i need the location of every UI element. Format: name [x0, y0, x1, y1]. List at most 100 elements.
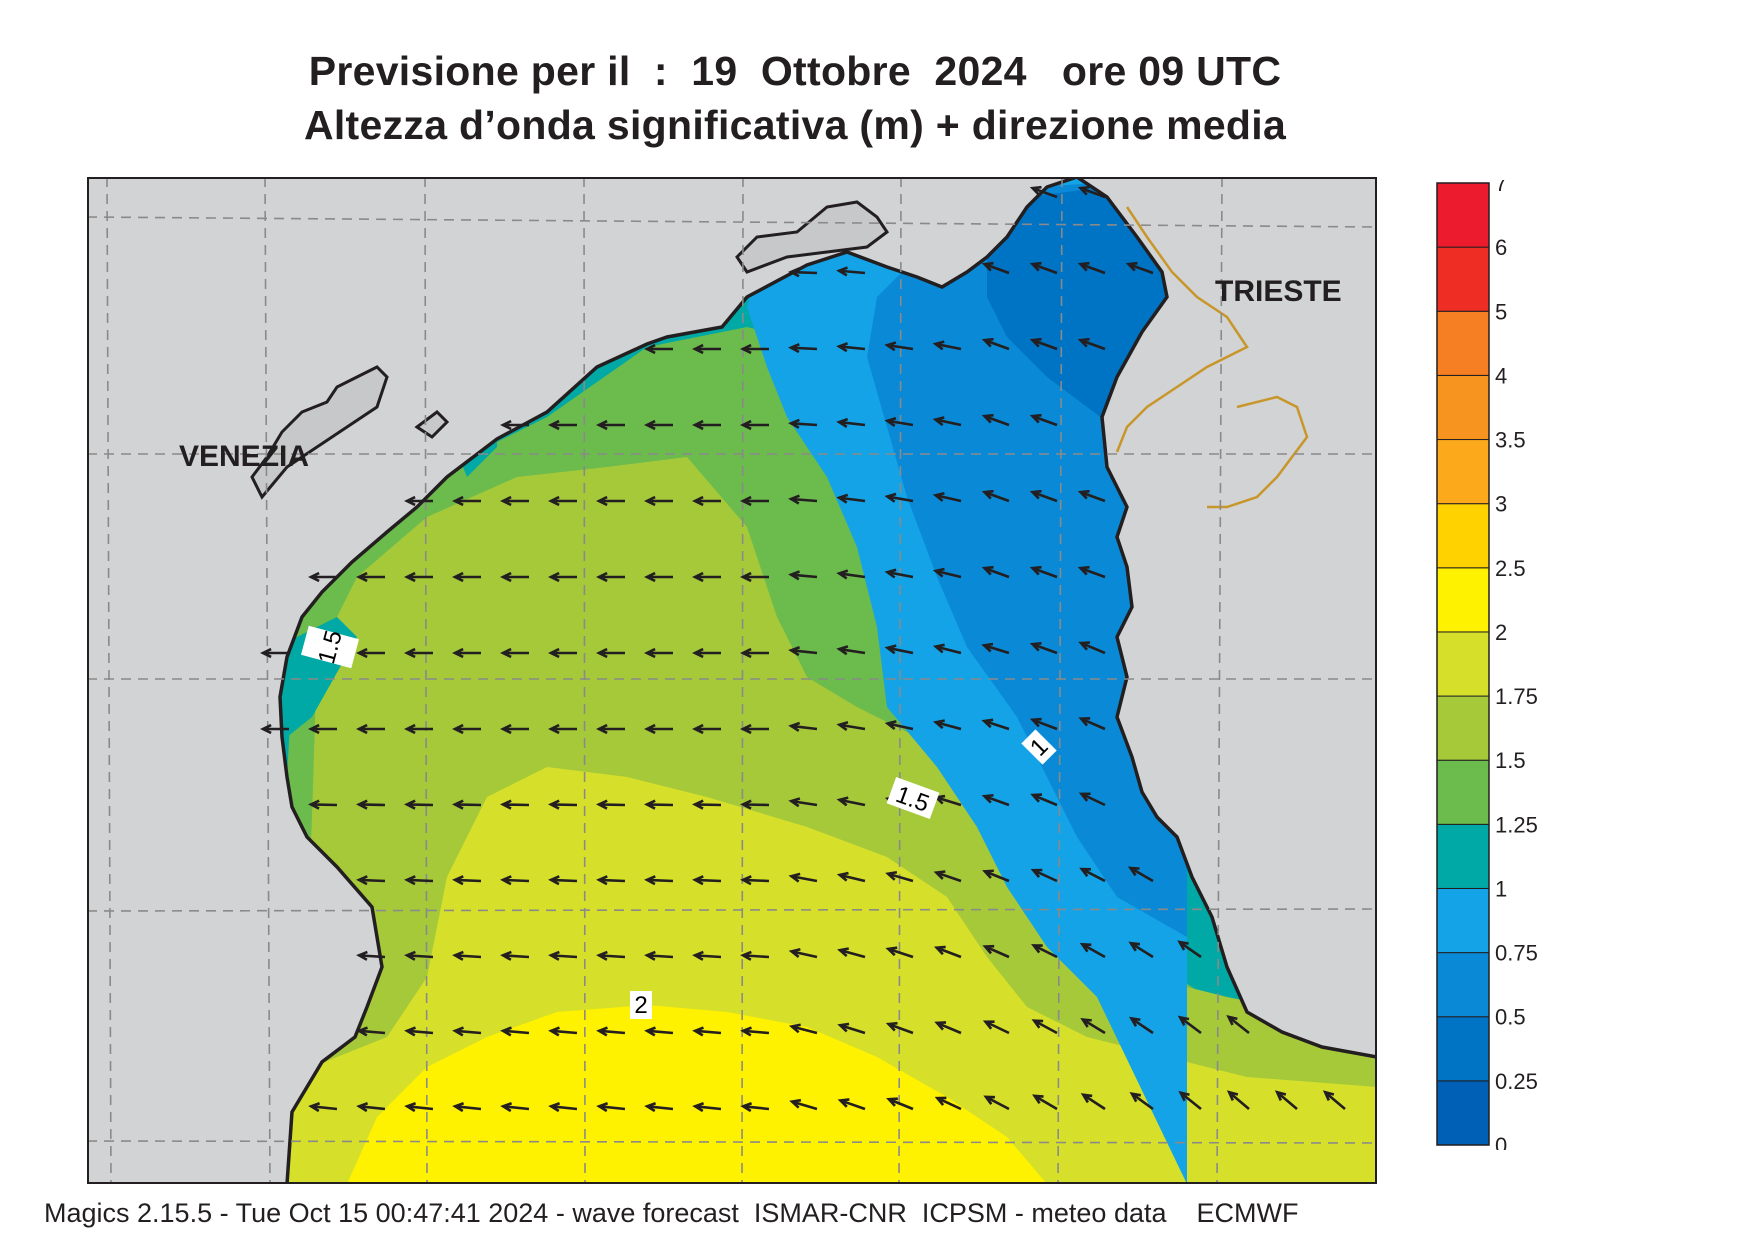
city-label-venezia: VENEZIA [179, 440, 309, 473]
wave-direction-arrow [836, 645, 866, 656]
wave-direction-arrow [548, 723, 577, 735]
wave-direction-arrow [404, 495, 433, 507]
wave-direction-arrow [452, 875, 482, 886]
legend-label: 2 [1495, 620, 1507, 645]
wave-direction-arrow [1078, 716, 1106, 731]
wave-direction-arrow [788, 418, 818, 429]
wave-direction-arrow [596, 799, 626, 810]
wave-direction-arrow [1128, 1016, 1154, 1035]
wave-direction-arrow [692, 647, 721, 659]
wave-direction-arrow [1029, 717, 1058, 731]
wave-direction-arrow [548, 495, 577, 507]
legend-label: 5 [1495, 299, 1507, 324]
wave-direction-arrow [884, 341, 914, 352]
legend-color-box [1436, 1080, 1490, 1146]
wave-direction-arrow [500, 1026, 530, 1037]
wave-direction-arrow [740, 875, 770, 886]
wave-direction-arrow [356, 647, 385, 659]
wave-direction-arrow [548, 1026, 578, 1037]
wave-direction-arrow [596, 419, 625, 431]
wave-direction-arrow [404, 723, 433, 735]
wave-direction-arrow [740, 419, 769, 431]
wave-direction-arrow [500, 950, 530, 961]
legend-color-box [1436, 439, 1490, 505]
wave-direction-arrow [500, 495, 529, 507]
wave-direction-arrow [692, 419, 721, 431]
legend-color-box [1436, 823, 1490, 889]
wave-direction-arrow [644, 950, 674, 961]
wave-direction-arrow [644, 495, 673, 507]
wave-direction-arrow [692, 950, 722, 961]
legend-color-box [1436, 631, 1490, 697]
wave-direction-arrow [1226, 1015, 1250, 1035]
wave-direction-arrow [886, 1097, 914, 1111]
legend-color-box [1436, 695, 1490, 761]
wave-direction-arrow [356, 1026, 386, 1037]
wave-direction-arrow [500, 571, 529, 583]
wave-direction-arrow [548, 950, 578, 961]
wave-direction-arrow [1128, 941, 1154, 959]
legend-label: 3.5 [1495, 428, 1526, 453]
wave-direction-arrows [260, 185, 1346, 1113]
wave-direction-arrow [548, 647, 577, 659]
wave-direction-arrow [548, 419, 577, 431]
wave-direction-arrow [260, 647, 289, 659]
wave-direction-arrow [404, 647, 433, 659]
wave-direction-arrow [692, 723, 721, 735]
wave-direction-arrow [982, 869, 1010, 883]
wave-direction-arrow [548, 875, 578, 886]
wave-direction-arrow [884, 644, 914, 655]
wave-direction-arrow [644, 875, 674, 886]
legend-label: 0 [1495, 1133, 1507, 1150]
wave-direction-arrow [404, 875, 434, 886]
wave-direction-arrow [452, 723, 481, 735]
wave-direction-arrow [596, 875, 626, 886]
legend-label: 7 [1495, 180, 1507, 196]
wave-direction-arrow [692, 875, 722, 886]
legend-color-box [1436, 310, 1490, 376]
wave-direction-arrow [1078, 792, 1106, 807]
wave-direction-arrow [740, 647, 769, 659]
wave-direction-arrow [1178, 1090, 1202, 1111]
wave-direction-arrow [308, 723, 337, 735]
wave-direction-arrow [740, 571, 769, 583]
wave-direction-arrow [596, 647, 625, 659]
wave-direction-arrow [1031, 944, 1058, 959]
map-title-line-2: Altezza d’onda significativa (m) + direz… [303, 102, 1287, 148]
wave-direction-arrow [500, 723, 529, 735]
wave-direction-arrow [308, 571, 337, 583]
wave-direction-arrow [356, 571, 385, 583]
wave-direction-arrow [452, 950, 482, 961]
wave-direction-arrow [981, 793, 1010, 807]
wave-direction-arrow [1078, 641, 1106, 655]
wave-direction-arrow [836, 569, 866, 580]
wave-direction-arrow [981, 718, 1010, 731]
wave-direction-arrow [596, 571, 625, 583]
legend-label: 1.25 [1495, 812, 1538, 837]
wave-direction-arrow [1125, 261, 1154, 275]
wave-direction-arrow [404, 571, 433, 583]
wave-direction-arrow [452, 647, 481, 659]
wave-direction-arrow [788, 872, 818, 883]
wave-direction-arrow [1029, 489, 1058, 503]
wave-direction-arrow [837, 1022, 866, 1035]
wave-direction-arrow [885, 946, 914, 959]
wave-direction-arrow [260, 723, 289, 735]
wave-direction-arrow [548, 799, 578, 810]
wave-direction-arrow [548, 1102, 578, 1113]
wave-height-map: 1.5 1 1.5 2 VENEZIA TRIESTE [87, 177, 1377, 1184]
wave-direction-arrow [1129, 1091, 1154, 1111]
wave-direction-arrow [452, 799, 482, 810]
wave-direction-arrow [644, 571, 673, 583]
wave-direction-arrow [1029, 185, 1058, 199]
wave-direction-arrow [836, 871, 866, 883]
wave-direction-arrow [404, 799, 434, 810]
wave-direction-arrow [981, 642, 1010, 655]
wave-direction-arrow [692, 495, 721, 507]
legend-color-box [1436, 503, 1490, 569]
wave-direction-arrow [500, 875, 530, 886]
wave-direction-arrow [692, 799, 722, 810]
wave-direction-arrow [500, 647, 529, 659]
wave-direction-arrow [500, 419, 529, 431]
wave-direction-arrow [836, 720, 866, 731]
